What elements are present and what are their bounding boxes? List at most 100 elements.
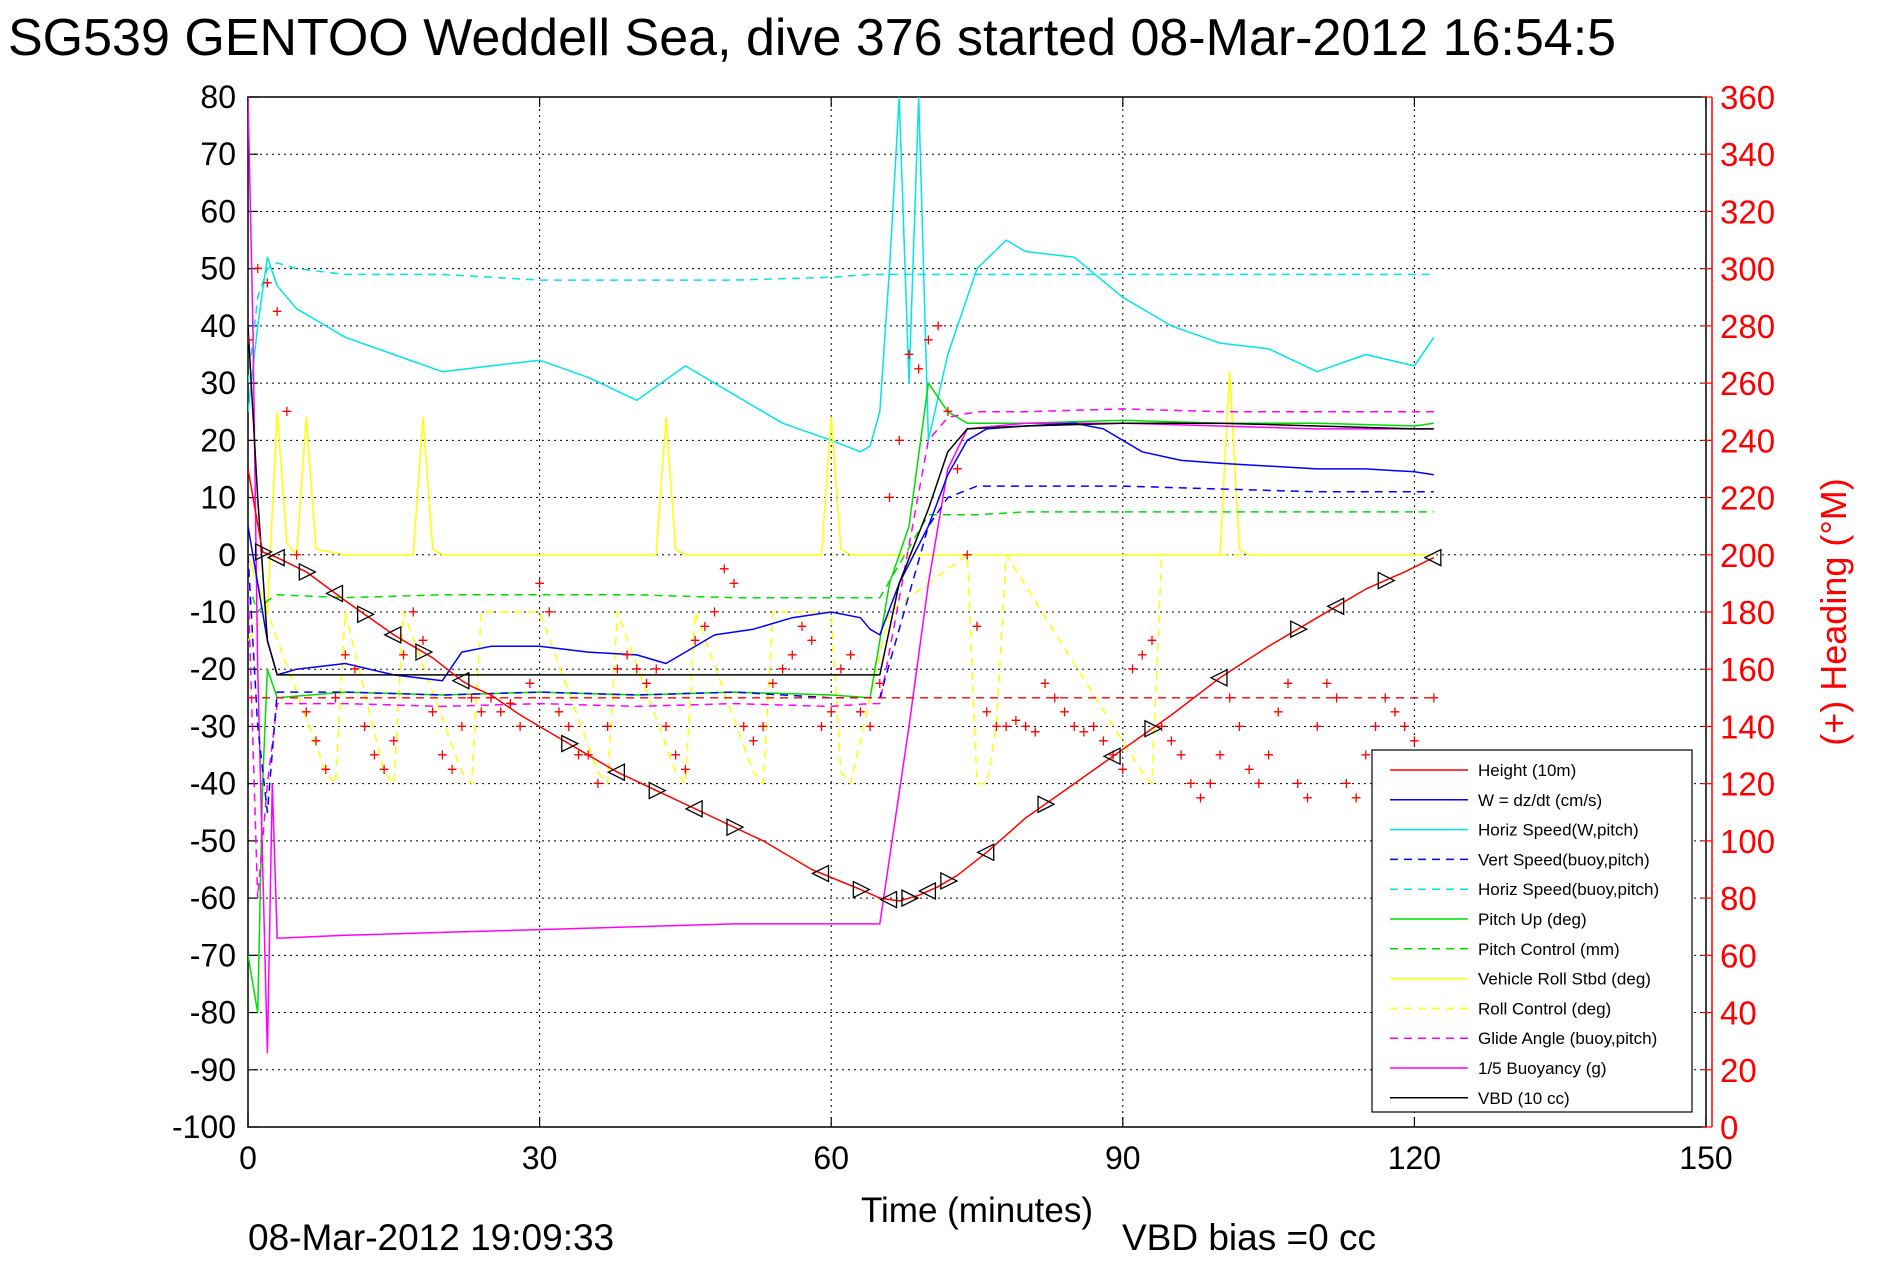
legend-label: VBD (10 cc)	[1478, 1089, 1570, 1108]
vbd-bias-label: VBD bias =0 cc	[1122, 1217, 1376, 1258]
heading-point: +	[457, 716, 468, 736]
heading-point: +	[1273, 702, 1284, 722]
heading-point: +	[427, 702, 438, 722]
height-markers	[254, 542, 1442, 909]
heading-point: +	[1040, 674, 1051, 694]
heading-point: +	[816, 716, 827, 736]
heading-point: +	[593, 774, 604, 794]
series-vehicle-roll-stbd-deg	[248, 370, 1434, 613]
right-y-tick-label: 60	[1720, 937, 1757, 974]
heading-point: +	[1011, 711, 1022, 731]
height-marker	[1209, 668, 1228, 687]
series-horiz-speed-w-pitch	[248, 97, 1435, 453]
right-y-tick-label: 340	[1720, 136, 1775, 173]
heading-point: +	[836, 659, 847, 679]
heading-point: +	[758, 716, 769, 736]
heading-point: +	[981, 702, 992, 722]
heading-point: +	[262, 273, 273, 293]
legend-label: Pitch Up (deg)	[1478, 910, 1587, 929]
left-y-tick-label: 0	[218, 537, 236, 573]
heading-point: +	[525, 674, 536, 694]
heading-point: +	[1069, 716, 1080, 736]
legend-label: Horiz Speed(buoy,pitch)	[1478, 880, 1659, 899]
heading-point: +	[1293, 774, 1304, 794]
heading-point: +	[447, 759, 458, 779]
heading-point: +	[573, 745, 584, 765]
height-marker	[451, 671, 470, 690]
height-marker	[561, 734, 580, 753]
height-marker	[266, 548, 285, 567]
heading-point: +	[612, 659, 623, 679]
heading-point: +	[554, 702, 565, 722]
height-marker	[383, 625, 402, 644]
left-y-tick-label: -40	[190, 766, 236, 802]
legend-label: W = dz/dt (cm/s)	[1478, 791, 1602, 810]
right-y-tick-label: 200	[1720, 537, 1775, 574]
heading-point: +	[1263, 745, 1274, 765]
heading-point: +	[670, 745, 681, 765]
left-y-tick-label: 30	[200, 365, 236, 401]
heading-point: +	[1322, 674, 1333, 694]
height-marker	[1326, 597, 1345, 616]
series-glide-angle-buoy-pitch	[248, 408, 1434, 899]
heading-point: +	[748, 731, 759, 751]
right-y-tick-label: 140	[1720, 708, 1775, 745]
left-y-tick-label: -90	[190, 1052, 236, 1088]
right-y-tick-label: 220	[1720, 480, 1775, 517]
heading-point: +	[797, 616, 808, 636]
heading-point: +	[301, 702, 312, 722]
heading-point: +	[1215, 745, 1226, 765]
heading-point: +	[1059, 702, 1070, 722]
series-vbd-10-cc	[248, 325, 1434, 676]
heading-point: +	[700, 616, 711, 636]
series-lines	[248, 97, 1435, 1054]
heading-point: +	[272, 302, 283, 322]
left-y-tick-label: -100	[172, 1109, 236, 1145]
height-marker	[901, 889, 920, 908]
heading-point: +	[369, 745, 380, 765]
right-y-tick-label: 280	[1720, 308, 1775, 345]
heading-point: +	[1030, 722, 1041, 742]
heading-point: +	[1224, 688, 1235, 708]
x-tick-label: 60	[813, 1140, 849, 1176]
heading-point: +	[1156, 716, 1167, 736]
heading-point: +	[690, 631, 701, 651]
heading-point: +	[321, 759, 332, 779]
left-y-tick-label: 70	[200, 136, 236, 172]
series-1-5-buoyancy-g	[248, 97, 1434, 1054]
right-y-tick-label: 320	[1720, 193, 1775, 230]
heading-point: +	[1341, 774, 1352, 794]
heading-point: +	[437, 745, 448, 765]
heading-point: +	[709, 602, 720, 622]
left-y-tick-label: -20	[190, 651, 236, 687]
heading-point: +	[466, 688, 477, 708]
heading-point: +	[1127, 659, 1138, 679]
left-y-tick-label: -50	[190, 823, 236, 859]
right-y-tick-label: 100	[1720, 823, 1775, 860]
height-marker	[648, 781, 667, 800]
heading-point: +	[1244, 759, 1255, 779]
x-tick-label: 90	[1105, 1140, 1141, 1176]
left-y-tick-labels: 80 70 60 50 40 30 20 10 0 -10 -20 -30 -40 -50 -60 -70 -8…	[172, 79, 236, 1145]
heading-point: +	[962, 545, 973, 565]
heading-point: +	[904, 345, 915, 365]
heading-point: +	[486, 688, 497, 708]
heading-point: +	[661, 716, 672, 736]
heading-point: +	[1361, 745, 1372, 765]
heading-point: +	[1380, 688, 1391, 708]
heading-point: +	[505, 694, 516, 714]
heading-point: +	[398, 645, 409, 665]
legend-label: Horiz Speed(W,pitch)	[1478, 821, 1639, 840]
heading-point: +	[826, 702, 837, 722]
heading-point: +	[1050, 688, 1061, 708]
heading-point: +	[894, 430, 905, 450]
height-marker	[1037, 795, 1056, 814]
heading-point: +	[884, 488, 895, 508]
left-y-tick-label: -60	[190, 880, 236, 916]
left-y-tick-label: 20	[200, 422, 236, 458]
left-y-tick-label: -30	[190, 708, 236, 744]
left-y-tick-label: 10	[200, 480, 236, 516]
series-roll-control-deg	[248, 554, 1434, 785]
heading-point: +	[389, 731, 400, 751]
height-marker	[1423, 548, 1442, 567]
